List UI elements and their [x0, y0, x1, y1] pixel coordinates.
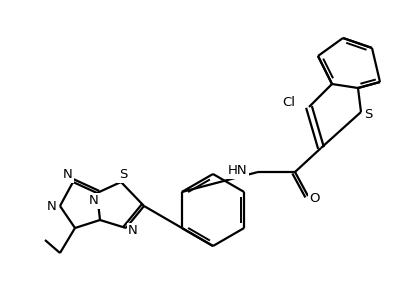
Text: N: N [47, 199, 57, 212]
Text: O: O [310, 192, 320, 206]
Text: S: S [364, 108, 372, 120]
Text: HN: HN [227, 164, 247, 178]
Text: S: S [119, 168, 127, 181]
Text: Cl: Cl [282, 95, 295, 109]
Text: N: N [128, 224, 138, 237]
Text: N: N [89, 195, 99, 208]
Text: N: N [63, 168, 73, 181]
